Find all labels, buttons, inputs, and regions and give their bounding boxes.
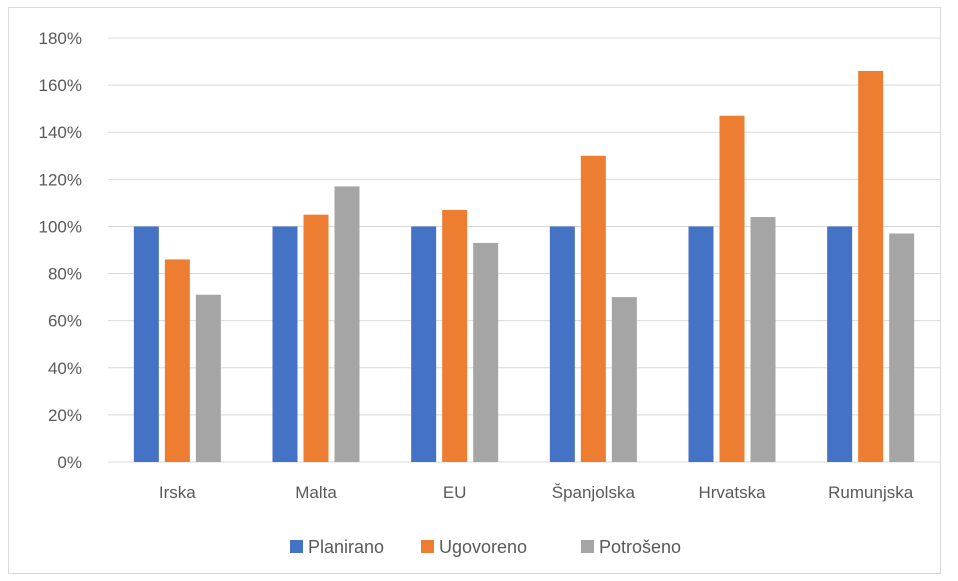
- legend: Planirano Ugovoreno Potrošeno: [290, 537, 681, 557]
- bar-potrošeno: [473, 242, 499, 462]
- y-tick-label: 60%: [48, 312, 82, 331]
- bar-ugovoreno: [442, 209, 468, 462]
- bar-potrošeno: [611, 297, 637, 462]
- bar-potrošeno: [750, 217, 776, 462]
- legend-swatch: [290, 540, 303, 553]
- gridlines: [108, 37, 940, 463]
- legend-swatch: [421, 540, 434, 553]
- bar-ugovoreno: [580, 155, 606, 462]
- legend-label: Potrošeno: [599, 537, 681, 557]
- x-tick-label: Irska: [159, 483, 196, 502]
- x-tick-label: Malta: [295, 483, 337, 502]
- bar-ugovoreno: [303, 214, 329, 462]
- y-tick-label: 40%: [48, 359, 82, 378]
- y-tick-label: 160%: [39, 76, 82, 95]
- x-tick-label: Rumunjska: [828, 483, 914, 502]
- x-axis-tick-labels: Irska Malta EU Španjolska Hrvatska Rumunjska: [159, 483, 914, 502]
- bar-planirano: [133, 226, 159, 462]
- bar-ugovoreno: [719, 115, 745, 462]
- bar-planirano: [827, 226, 853, 462]
- bar-planirano: [272, 226, 298, 462]
- y-tick-label: 20%: [48, 406, 82, 425]
- bar-potrošeno: [889, 233, 915, 462]
- legend-label: Ugovoreno: [439, 537, 527, 557]
- bars: [133, 70, 915, 462]
- bar-planirano: [411, 226, 437, 462]
- bar-ugovoreno: [164, 259, 190, 462]
- bar-potrošeno: [195, 294, 221, 462]
- x-tick-label: Španjolska: [552, 483, 636, 502]
- bar-potrošeno: [334, 186, 360, 462]
- bar-ugovoreno: [858, 70, 884, 462]
- legend-swatch: [581, 540, 594, 553]
- y-tick-label: 0%: [57, 453, 82, 472]
- y-tick-label: 100%: [39, 217, 82, 236]
- y-tick-label: 80%: [48, 265, 82, 284]
- y-tick-label: 140%: [39, 123, 82, 142]
- y-tick-label: 180%: [39, 29, 82, 48]
- bar-planirano: [688, 226, 714, 462]
- y-axis-tick-labels: 0% 20% 40% 60% 80% 100% 120% 140% 160% 180%: [39, 29, 82, 472]
- y-tick-label: 120%: [39, 170, 82, 189]
- bar-planirano: [549, 226, 575, 462]
- x-tick-label: Hrvatska: [698, 483, 766, 502]
- legend-label: Planirano: [308, 537, 384, 557]
- x-tick-label: EU: [443, 483, 467, 502]
